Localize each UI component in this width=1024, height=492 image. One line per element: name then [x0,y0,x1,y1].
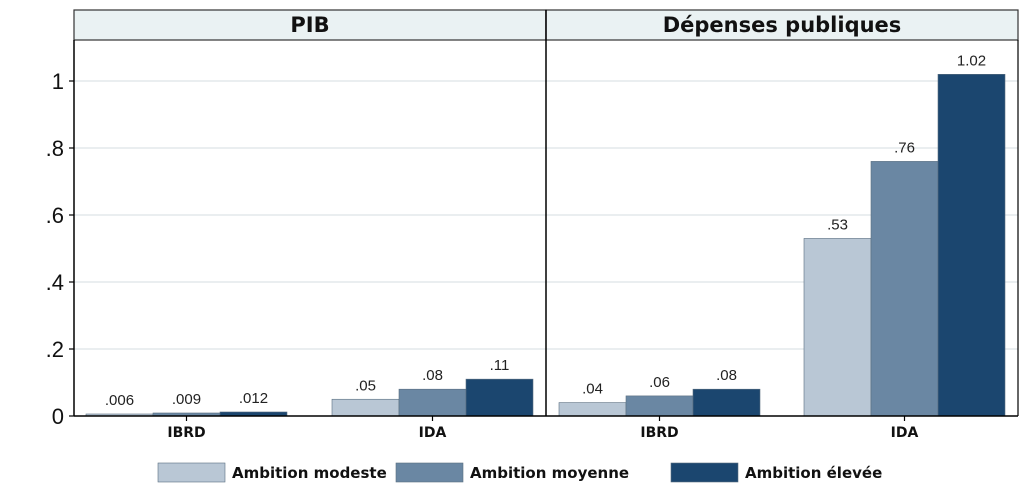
bar-value-label: .08 [716,367,737,384]
panel-header-pib [73,9,547,41]
bar-value-label: .53 [827,216,848,233]
bar-pib-ida-1 [331,398,400,417]
bar-depenses-publiques-ida-3 [937,74,1006,417]
legend-label-ambition-elevee: Ambition élevée [745,464,882,482]
bar-value-label: .04 [582,381,603,398]
bar-value-label: 1.02 [957,52,986,69]
bar-value-label: .006 [105,392,134,409]
bar-value-label: .08 [422,367,443,384]
bar-depenses-publiques-ida-2 [870,161,939,417]
bar-pib-ida-3 [465,378,534,417]
bar-value-label: .012 [239,390,268,407]
bar-value-label: .009 [172,391,201,408]
bar-value-label: .05 [355,377,376,394]
bar-depenses-publiques-ibrd-3 [692,388,761,417]
category-label-ibrd: IBRD [167,425,205,441]
bar-depenses-publiques-ibrd-1 [558,402,627,417]
legend-label-ambition-moyenne: Ambition moyenne [470,464,629,482]
category-label-ibrd: IBRD [640,425,678,441]
bar-value-label: .06 [649,374,670,391]
y-tick-label: .2 [46,337,64,362]
category-label-ida: IDA [891,425,919,441]
legend-swatch-ambition-modeste [157,462,226,483]
legend-swatch-ambition-elevee [670,462,739,483]
y-tick-label: .8 [46,136,64,161]
panel-header-depenses-publiques [545,9,1019,41]
y-tick-label: 0 [52,404,64,429]
bar-pib-ida-2 [398,388,467,417]
y-tick-label: .6 [46,203,64,228]
bar-value-label: .11 [490,357,510,374]
legend-label-ambition-modeste: Ambition modeste [232,464,387,482]
panel-title-pib: PIB [290,13,329,37]
category-label-ida: IDA [419,425,447,441]
bar-depenses-publiques-ibrd-2 [625,395,694,417]
panel-title-depenses-publiques: Dépenses publiques [663,13,902,37]
y-tick-label: 1 [52,69,64,94]
bar-value-label: .76 [894,139,915,156]
y-tick-label: .4 [46,270,64,295]
bar-depenses-publiques-ida-1 [803,238,872,417]
legend-swatch-ambition-moyenne [395,462,464,483]
